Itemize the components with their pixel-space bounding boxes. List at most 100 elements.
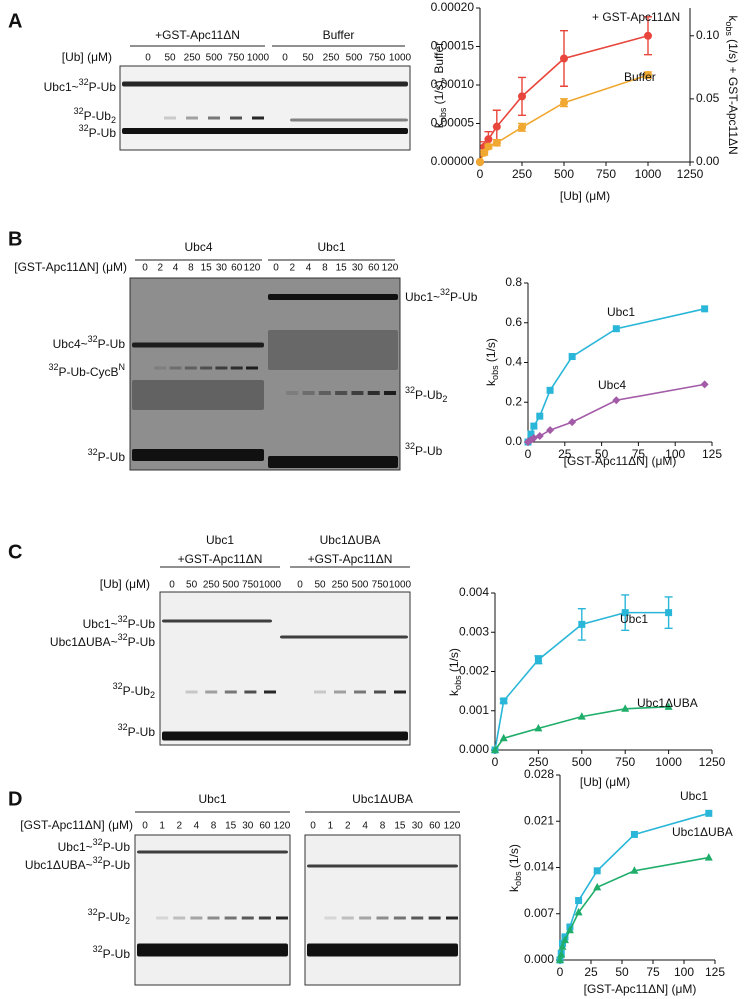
concentration-label: [Ub] (μM) — [100, 577, 150, 591]
x-tick-label: 0 — [525, 447, 532, 461]
text-part: P-Ub — [103, 840, 131, 854]
gel-band — [280, 635, 408, 639]
data-point — [701, 305, 709, 313]
y-tick-label: 0.8 — [505, 275, 522, 289]
band-label: Ubc1~32P-Ub — [58, 837, 131, 854]
text-part: (1/s) — [507, 844, 521, 871]
y-axis-label: kobs (1/s) — [484, 338, 500, 386]
text-part: P-Ub — [415, 444, 443, 458]
band-label: Ubc1~32P-Ub — [83, 614, 156, 631]
data-point — [574, 907, 583, 916]
y-tick-label: 0.002 — [459, 664, 489, 678]
gel — [134, 834, 291, 986]
data-point — [527, 430, 535, 438]
x-tick-label: 750 — [615, 755, 635, 769]
concentration-label: [GST-Apc11ΔN] (μM) — [14, 260, 127, 274]
data-point — [621, 704, 630, 712]
fit-line — [527, 383, 705, 443]
y-tick-label: 0.0 — [505, 434, 522, 448]
concentration: 250 — [323, 53, 340, 64]
x-tick-label: 25 — [558, 447, 572, 461]
concentration: 8 — [380, 821, 386, 832]
gel — [129, 277, 401, 471]
x-tick-label: 100 — [674, 965, 694, 979]
text-part: 2 — [442, 394, 447, 404]
concentration: 30 — [242, 821, 254, 832]
series-label: Ubc1ΔUBA — [637, 696, 698, 710]
gel-band — [122, 128, 408, 134]
x-tick-label: 75 — [632, 447, 646, 461]
band-label: 32P-Ub-CycBN — [48, 362, 125, 379]
text-part: Ubc1~ — [44, 80, 79, 94]
concentration: 0 — [142, 821, 148, 832]
text-part: 2 — [125, 916, 130, 926]
x-tick-label: 1000 — [635, 167, 662, 181]
lane-group-label: Ubc1 — [317, 240, 345, 254]
concentration: 60 — [368, 263, 380, 274]
text-part: 2 — [150, 690, 155, 700]
data-point — [644, 70, 652, 79]
data-point — [560, 54, 568, 63]
x-tick-label: 1000 — [655, 755, 682, 769]
concentration: 50 — [186, 580, 198, 591]
concentration: 750 — [369, 53, 386, 64]
y2-axis-label: kobs (1/s) + GST-Apc11ΔN — [724, 15, 740, 154]
text-part: 32 — [440, 287, 450, 297]
text-part: k — [432, 121, 446, 128]
x-tick-label: 0 — [477, 167, 484, 181]
concentration: 750 — [372, 580, 389, 591]
data-point — [484, 135, 493, 144]
text-part: obs — [453, 675, 463, 690]
gel-band — [384, 391, 396, 395]
concentration: 250 — [184, 53, 201, 64]
gel-band — [137, 850, 288, 854]
text-part: k — [447, 689, 461, 696]
gel-band — [205, 690, 218, 694]
concentration: 0 — [297, 580, 303, 591]
gel-band — [230, 116, 242, 120]
text-part: Ubc1~ — [83, 617, 118, 631]
gel-band — [132, 342, 264, 348]
gel-band — [318, 391, 331, 395]
text-part: 32 — [74, 106, 84, 116]
concentration: 500 — [222, 580, 239, 591]
gel-band — [207, 916, 220, 920]
x-tick-label: 0 — [492, 755, 499, 769]
text-part: 32 — [93, 944, 103, 954]
data-point — [499, 733, 508, 742]
concentration: 1000 — [389, 580, 412, 591]
text-part: (1/s), Buffer — [432, 42, 446, 108]
gel-band — [162, 731, 408, 741]
concentration: 4 — [362, 821, 368, 832]
band-label: 32P-Ub — [405, 441, 443, 458]
concentration: 500 — [346, 53, 363, 64]
gel-band — [185, 690, 198, 694]
data-point — [565, 925, 574, 934]
gel-band — [286, 391, 299, 395]
concentration: 4 — [194, 821, 200, 832]
gel-band — [307, 943, 458, 957]
x-tick-label: 250 — [512, 167, 532, 181]
data-point — [630, 830, 638, 838]
y-tick-label: 0.021 — [524, 813, 554, 827]
data-point — [664, 702, 673, 710]
x-tick-label: 75 — [646, 965, 660, 979]
data-point — [557, 950, 566, 958]
concentration: 50 — [302, 53, 314, 64]
concentration: 500 — [352, 580, 369, 591]
text-part: obs — [490, 365, 500, 380]
band-label: 32P-Ub — [88, 447, 126, 464]
gel-band — [132, 380, 264, 410]
band-label: 32P-Ub — [93, 944, 131, 961]
band-label: 32P-Ub2 — [113, 681, 155, 700]
gel-band — [132, 449, 264, 461]
text-part: 32 — [118, 722, 128, 732]
text-part: P-Ub — [98, 910, 126, 924]
text-part: k — [507, 885, 521, 892]
text-part: P-Ub — [415, 388, 443, 402]
gel-band — [208, 116, 220, 120]
gel-band — [335, 391, 348, 395]
data-point — [612, 396, 621, 405]
concentration: 30 — [412, 821, 424, 832]
text-part: P-Ub — [84, 109, 112, 123]
